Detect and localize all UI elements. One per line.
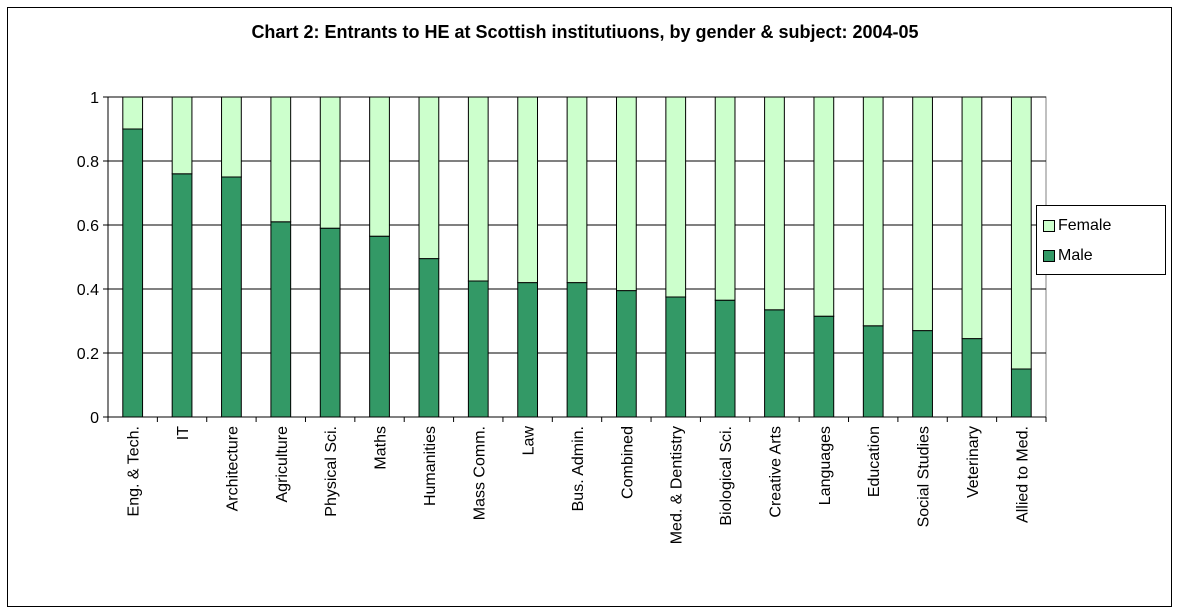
bar-female bbox=[862, 96, 884, 327]
bar-female bbox=[467, 96, 489, 282]
bar-female bbox=[764, 96, 785, 311]
bar-male bbox=[615, 290, 637, 418]
legend-label-female: Female bbox=[1058, 217, 1112, 234]
bar-male bbox=[369, 235, 390, 418]
x-tick-label: Allied to Med. bbox=[1014, 426, 1031, 523]
x-tick-label: Med. & Dentistry bbox=[669, 426, 686, 544]
legend-item-female: Female bbox=[1043, 216, 1111, 236]
bar-female bbox=[615, 96, 637, 292]
x-tick-label: Physical Sci. bbox=[323, 426, 340, 517]
bar-female bbox=[171, 96, 193, 175]
bar-female bbox=[418, 96, 440, 260]
y-tick-label: 1 bbox=[90, 90, 99, 107]
x-tick-label: Agriculture bbox=[274, 426, 291, 503]
bar-female bbox=[714, 96, 736, 301]
x-tick-label: Maths bbox=[373, 426, 390, 470]
axes bbox=[103, 96, 1047, 422]
bar-female bbox=[122, 96, 144, 130]
x-tick-label: Humanities bbox=[422, 426, 439, 506]
bar-male bbox=[171, 173, 193, 418]
x-tick-label: Eng. & Tech. bbox=[126, 426, 143, 516]
x-tick-label: Biological Sci. bbox=[718, 426, 735, 526]
bar-male bbox=[270, 221, 292, 418]
x-tick-label: Education bbox=[866, 426, 883, 497]
bar-male bbox=[961, 338, 983, 418]
legend-item-male: Male bbox=[1043, 246, 1093, 266]
bar-female bbox=[813, 96, 835, 317]
bar-male bbox=[122, 128, 144, 418]
bar-male bbox=[862, 325, 884, 418]
y-tick-label: 0 bbox=[90, 410, 99, 427]
bar-male bbox=[764, 309, 785, 418]
x-tick-label: Veterinary bbox=[965, 426, 982, 498]
y-tick-label: 0.2 bbox=[77, 346, 99, 363]
bar-female bbox=[1010, 96, 1032, 370]
x-tick-label: Architecture bbox=[224, 426, 241, 511]
legend: Female Male bbox=[1036, 205, 1166, 275]
bar-male bbox=[566, 282, 588, 418]
x-tick-label: Mass Comm. bbox=[471, 426, 488, 520]
bar-female bbox=[369, 96, 390, 237]
bar-male bbox=[319, 227, 341, 418]
x-tick-label: Law bbox=[521, 426, 538, 456]
bar-female bbox=[961, 96, 983, 340]
bar-male bbox=[517, 282, 539, 418]
bar-male bbox=[912, 330, 933, 418]
y-tick-label: 0.8 bbox=[77, 154, 99, 171]
bar-female bbox=[221, 96, 242, 178]
bar-female bbox=[319, 96, 341, 229]
bar-female bbox=[566, 96, 588, 284]
legend-swatch-female bbox=[1043, 220, 1055, 232]
chart-title: Chart 2: Entrants to HE at Scottish inst… bbox=[251, 21, 919, 42]
bar-female bbox=[517, 96, 539, 284]
x-tick-label: Combined bbox=[619, 426, 636, 499]
x-tick-label: IT bbox=[175, 426, 192, 440]
bar-male bbox=[1010, 368, 1032, 418]
bars bbox=[122, 96, 1032, 418]
x-tick-label: Languages bbox=[817, 426, 834, 505]
bar-male bbox=[714, 299, 736, 418]
bar-male bbox=[665, 296, 687, 418]
legend-swatch-male bbox=[1043, 250, 1055, 262]
x-tick-label: Creative Arts bbox=[767, 426, 784, 518]
x-tick-label: Social Studies bbox=[916, 426, 933, 527]
bar-male bbox=[221, 176, 242, 418]
bar-male bbox=[813, 315, 835, 418]
y-tick-label: 0.4 bbox=[77, 282, 99, 299]
legend-label-male: Male bbox=[1058, 247, 1093, 264]
bar-male bbox=[418, 258, 440, 418]
x-tick-labels: Eng. & Tech. IT Architecture Agriculture Phy… bbox=[126, 426, 1032, 545]
bar-female bbox=[912, 96, 933, 332]
bar-female bbox=[270, 96, 292, 223]
y-tick-labels: 0 0.2 0.4 0.6 0.8 1 bbox=[77, 90, 99, 427]
bar-female bbox=[665, 96, 687, 298]
bar-male bbox=[467, 280, 489, 418]
y-tick-label: 0.6 bbox=[77, 218, 99, 235]
x-tick-label: Bus. Admin. bbox=[570, 426, 587, 511]
